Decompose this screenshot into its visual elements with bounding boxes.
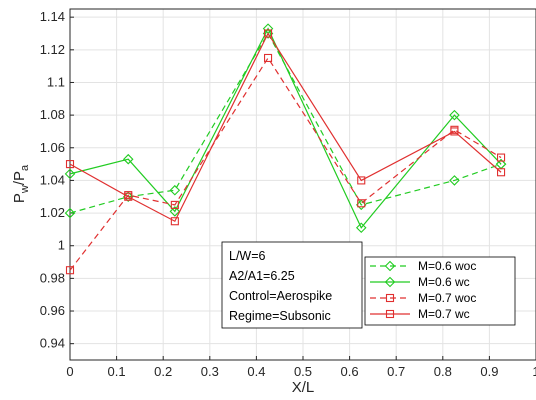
series-m-0-7-wc xyxy=(65,29,506,226)
data-point xyxy=(65,160,75,169)
x-tick-label: 0.6 xyxy=(341,364,359,379)
data-point xyxy=(124,192,133,201)
x-axis-label: X/L xyxy=(292,379,315,396)
data-point xyxy=(169,206,181,217)
axis-ticks: 0 0.1 0.2 0.3 0.4 0.5 0.6 0.7 0.8 0.9 1 0.94 0.96 0.9… xyxy=(40,9,536,379)
x-tick-label: 0.1 xyxy=(108,364,126,379)
legend-marker xyxy=(384,276,396,288)
x-tick-label: 0.2 xyxy=(154,364,172,379)
y-tick-label: 1.02 xyxy=(40,205,65,220)
y-label-sub1: w xyxy=(19,185,31,194)
data-point xyxy=(65,266,75,275)
annotation-line: L/W=6 xyxy=(229,249,266,263)
y-tick-label: 1 xyxy=(58,238,65,253)
data-point xyxy=(496,153,506,162)
series-line xyxy=(69,32,502,223)
data-point xyxy=(357,176,366,185)
data-series xyxy=(64,23,507,275)
x-tick-label: 1 xyxy=(532,364,536,379)
y-tick-label: 1.1 xyxy=(47,74,65,89)
data-point xyxy=(263,29,273,38)
y-axis-label: Pw/Pa xyxy=(11,164,31,203)
legend-label: M=0.7 woc xyxy=(418,291,476,305)
y-tick-label: 0.94 xyxy=(40,336,65,351)
data-point xyxy=(449,109,460,121)
data-point xyxy=(449,175,460,186)
y-tick-label: 0.96 xyxy=(40,303,65,318)
x-tick-label: 0.7 xyxy=(387,364,405,379)
data-point xyxy=(357,199,366,208)
y-tick-label: 1.08 xyxy=(40,107,65,122)
series-m-0-6-wc xyxy=(64,23,507,234)
legend-marker xyxy=(384,260,396,272)
annotation-line: Regime=Subsonic xyxy=(229,309,331,323)
x-tick-label: 0.8 xyxy=(434,364,452,379)
series-line xyxy=(69,27,502,229)
data-point xyxy=(170,217,179,226)
data-point xyxy=(169,184,181,196)
y-tick-label: 1.12 xyxy=(40,42,65,57)
legend-label: M=0.6 wc xyxy=(418,275,470,289)
annotation-line: A2/A1=6.25 xyxy=(229,269,295,283)
y-tick-label: 1.14 xyxy=(40,9,65,24)
series-m-0-6-woc xyxy=(64,28,507,219)
legend-label: M=0.7 wc xyxy=(418,307,470,321)
series-line xyxy=(69,56,502,271)
y-tick-label: 0.98 xyxy=(40,270,65,285)
legend: M=0.6 woc M=0.6 wc M=0.7 woc M=0.7 wc xyxy=(364,256,516,326)
x-tick-label: 0.9 xyxy=(480,364,498,379)
data-point xyxy=(496,168,506,177)
data-point xyxy=(263,53,273,63)
y-label-main: P xyxy=(11,193,28,203)
legend-marker xyxy=(385,293,395,303)
annotation-line: Control=Aerospike xyxy=(229,289,332,303)
x-tick-label: 0.3 xyxy=(201,364,219,379)
x-tick-label: 0.5 xyxy=(294,364,312,379)
annotation-box: L/W=6 A2/A1=6.25 Control=Aerospike Regim… xyxy=(221,241,363,329)
data-point xyxy=(122,153,134,165)
legend-marker xyxy=(385,309,395,319)
x-tick-label: 0.4 xyxy=(247,364,265,379)
legend-label: M=0.6 woc xyxy=(418,259,476,273)
y-label-sep: /P xyxy=(11,171,28,185)
data-point xyxy=(64,207,76,219)
x-tick-label: 0 xyxy=(66,364,73,379)
data-point xyxy=(170,200,179,209)
data-point xyxy=(355,222,367,234)
y-tick-label: 1.04 xyxy=(40,172,65,187)
data-point xyxy=(64,168,76,180)
y-label-sub2: a xyxy=(19,164,31,171)
y-tick-label: 1.06 xyxy=(40,140,65,155)
data-point xyxy=(450,127,459,136)
